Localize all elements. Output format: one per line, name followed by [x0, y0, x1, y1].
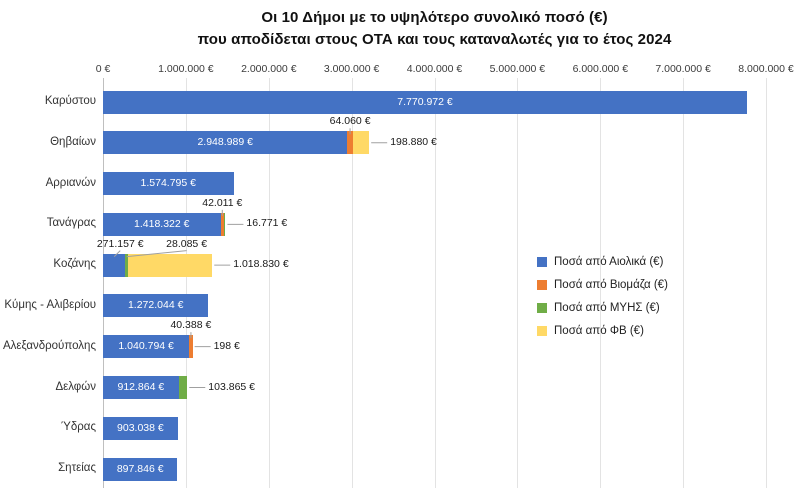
bar-segment-pv: [352, 131, 370, 155]
x-tick-label: 5.000.000 €: [489, 63, 546, 75]
legend: Ποσά από Αιολικά (€) Ποσά από Βιομάζα (€)…: [537, 250, 668, 342]
category-label: Δελφών: [55, 380, 96, 393]
category-label: Κύμης - Αλιβερίου: [4, 298, 96, 311]
bar-segment-wind: [103, 376, 179, 399]
bar-callout-label: 198.880 €: [390, 135, 437, 148]
bar-segment-wind: [103, 131, 348, 155]
gridline: [351, 78, 353, 488]
bar-segment-wind: [103, 416, 178, 440]
bar-segment-biomass: [220, 212, 224, 236]
bar-value-label: 912.864 €: [117, 381, 165, 393]
x-tick-label: 3.000.000 €: [323, 63, 380, 75]
bar-value-label: 2.948.989 €: [197, 136, 253, 149]
gridline: [517, 78, 519, 488]
category-label: Κοζάνης: [53, 258, 96, 271]
bar-value-label: 1.574.795 €: [140, 177, 196, 190]
gridline: [766, 78, 767, 488]
bar-callout-label: 1.018.830 €: [233, 258, 289, 271]
bar-segment-hydro: [224, 212, 226, 236]
legend-item: Ποσά από ΜΥΗΣ (€): [537, 296, 668, 319]
x-tick-label: 4.000.000 €: [406, 63, 463, 75]
legend-label: Ποσά από ΦΒ (€): [554, 324, 644, 337]
bar-value-label: 1.418.322 €: [134, 217, 190, 230]
value-axis-line: [103, 78, 104, 488]
bar-segment-hydro: [178, 376, 188, 399]
bar-callout-label: 40.388 €: [170, 319, 212, 332]
bar-segment-wind: [103, 172, 234, 196]
bar-segment-wind: [103, 253, 126, 277]
bar-segment-pv: [127, 253, 213, 277]
gridline: [268, 78, 270, 488]
legend-item: Ποσά από Βιομάζα (€): [537, 273, 668, 296]
bar-segment-wind: [103, 212, 221, 236]
bar-callout-label: 42.011 €: [202, 196, 243, 209]
legend-item: Ποσά από ΦΒ (€): [537, 319, 668, 342]
bar-value-label: 1.040.794 €: [118, 340, 174, 353]
legend-label: Ποσά από Αιολικά (€): [554, 255, 664, 268]
bar-segment-wind: [103, 90, 748, 114]
legend-swatch-wind: [537, 256, 547, 267]
category-label: Ύδρας: [61, 421, 96, 434]
category-label: Τανάγρας: [46, 217, 96, 230]
legend-label: Ποσά από Βιομάζα (€): [554, 278, 668, 291]
bar-segment-biomass: [347, 131, 353, 155]
chart-title-line-1: Οι 10 Δήμοι με το υψηλότερο συνολικό ποσ…: [261, 9, 608, 26]
bar-value-label: 1.272.044 €: [127, 299, 184, 312]
x-tick-label: 2.000.000 €: [241, 63, 297, 75]
legend-swatch-hydro: [537, 302, 547, 313]
legend-swatch-biomass: [537, 279, 547, 290]
bar-callout-label: 16.771 €: [246, 217, 288, 230]
legend-item: Ποσά από Αιολικά (€): [537, 250, 668, 273]
bar-segment-hydro: [125, 253, 128, 277]
bar-value-label: 903.038 €: [117, 421, 164, 434]
gridline: [434, 78, 436, 488]
chart-title-line-2: που αποδίδεται στους ΟΤΑ και τους κατανα…: [197, 31, 672, 48]
gridline: [683, 78, 685, 488]
legend-label: Ποσά από ΜΥΗΣ (€): [554, 301, 660, 314]
bar-callout-label: 271.157 €: [96, 237, 144, 250]
bar-segment-wind: [103, 457, 178, 481]
bar-callout-label: 64.060 €: [329, 115, 371, 128]
category-label: Σητείας: [58, 462, 96, 474]
x-tick-label: 1.000.000 €: [158, 63, 214, 75]
legend-swatch-pv: [537, 325, 547, 336]
bar-segment-biomass: [189, 335, 193, 359]
x-tick-label: 0 €: [95, 63, 111, 75]
category-label: Θηβαίων: [50, 135, 96, 148]
x-tick-label: 8.000.000 €: [738, 63, 794, 75]
gridline: [185, 78, 187, 488]
bar-callout-label: 103.865 €: [208, 380, 256, 393]
category-label: Αλεξανδρούπολης: [2, 339, 96, 352]
bar-callout-label: 28.085 €: [166, 237, 208, 250]
bar-value-label: 897.846 €: [116, 462, 164, 475]
category-label: Καρύστου: [44, 95, 96, 107]
x-tick-label: 6.000.000 €: [572, 63, 629, 75]
bar-callout-label: 198 €: [213, 339, 240, 352]
bar-segment-wind: [103, 335, 190, 359]
category-label: Αρριανών: [45, 176, 96, 189]
x-tick-label: 7.000.000 €: [655, 63, 711, 75]
gridline: [600, 78, 602, 488]
bar-value-label: 7.770.972 €: [397, 95, 453, 108]
bar-segment-wind: [103, 294, 209, 318]
